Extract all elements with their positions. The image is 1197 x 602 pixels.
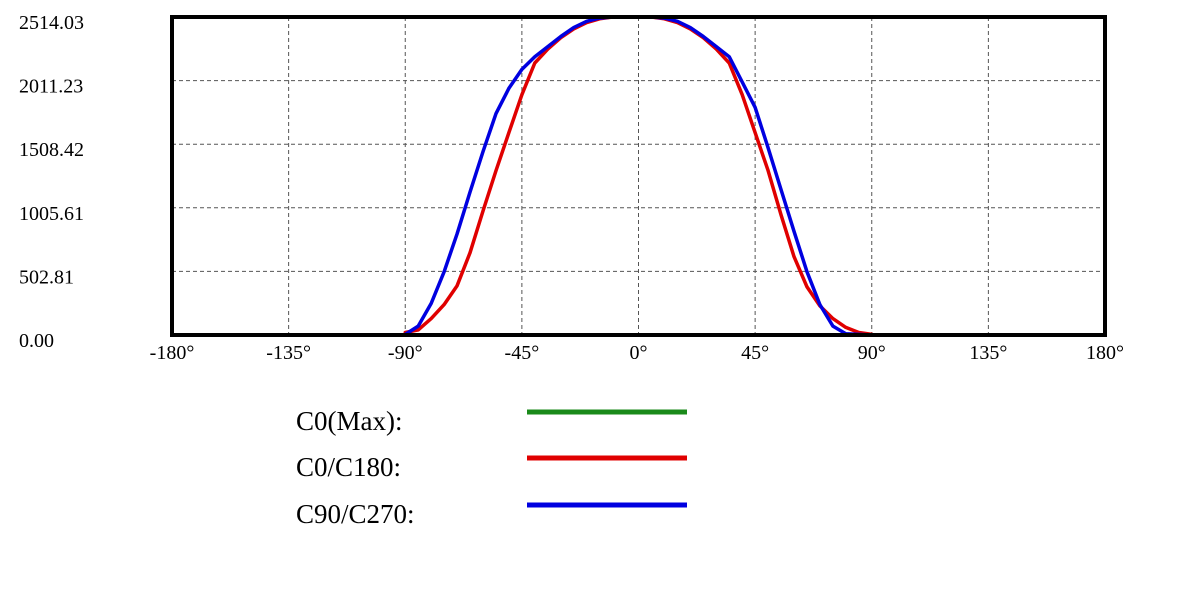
x-tick-label: -180° — [150, 342, 195, 364]
y-tick-label: 0.00 — [19, 330, 54, 352]
x-tick-label: 180° — [1086, 342, 1124, 364]
legend: C0(Max): C0/C180: C90/C270: — [296, 406, 687, 529]
series-lines — [403, 15, 874, 337]
x-tick-label: 45° — [741, 342, 769, 364]
x-tick-label: 0° — [630, 342, 648, 364]
y-tick-label: 2514.03 — [19, 12, 84, 34]
x-tick-label: 90° — [858, 342, 886, 364]
legend-label: C90/C270: — [296, 499, 415, 529]
x-tick-label: -135° — [266, 342, 311, 364]
y-tick-label: 2011.23 — [19, 76, 83, 98]
x-tick-label: -45° — [505, 342, 540, 364]
x-tick-label: -90° — [388, 342, 423, 364]
x-tick-label: 135° — [969, 342, 1007, 364]
y-axis-tick-labels: 0.00 502.81 1005.61 1508.42 2011.23 2514.03 — [19, 12, 84, 352]
plot-frame — [170, 15, 1107, 337]
x-axis-tick-labels: -180° -135° -90° -45° 0° 45° 90° 135° 180° — [150, 342, 1124, 364]
legend-label: C0/C180: — [296, 452, 401, 482]
y-tick-label: 1508.42 — [19, 139, 84, 161]
y-tick-label: 1005.61 — [19, 203, 84, 225]
grid-lines — [172, 17, 1105, 335]
legend-label: C0(Max): — [296, 406, 402, 436]
series-line — [403, 15, 874, 337]
y-tick-label: 502.81 — [19, 266, 74, 288]
